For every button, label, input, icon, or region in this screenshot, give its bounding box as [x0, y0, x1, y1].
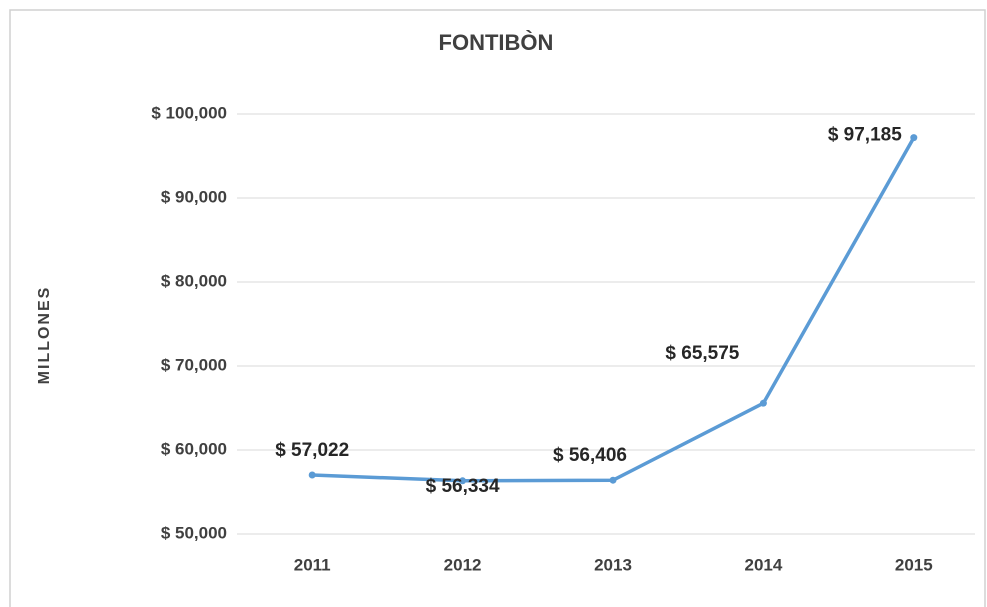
- x-tick-label: 2014: [744, 555, 782, 574]
- value-label: $ 56,406: [553, 445, 627, 466]
- chart-title: FONTIBÒN: [439, 30, 554, 55]
- y-tick-label: $ 60,000: [161, 439, 227, 458]
- value-label: $ 97,185: [828, 125, 902, 146]
- point: [308, 471, 316, 479]
- x-tick-label: 2015: [895, 555, 933, 574]
- value-label: $ 65,575: [665, 343, 739, 364]
- y-tick-label: $ 80,000: [161, 271, 227, 290]
- value-label: $ 57,022: [275, 440, 349, 461]
- value-label: $ 56,334: [426, 476, 500, 497]
- y-tick-label: $ 70,000: [161, 355, 227, 374]
- point: [759, 399, 767, 407]
- point: [459, 477, 467, 485]
- point: [910, 134, 918, 142]
- x-tick-label: 2013: [594, 555, 632, 574]
- chart-frame: [9, 9, 986, 607]
- x-tick-label: 2011: [294, 555, 331, 574]
- y-tick-label: $ 100,000: [151, 103, 227, 122]
- y-tick-label: $ 90,000: [161, 187, 227, 206]
- y-tick-label: $ 50,000: [161, 523, 227, 542]
- y-axis-label: MILLONES: [36, 286, 53, 385]
- x-tick-label: 2012: [444, 555, 482, 574]
- point: [609, 476, 617, 484]
